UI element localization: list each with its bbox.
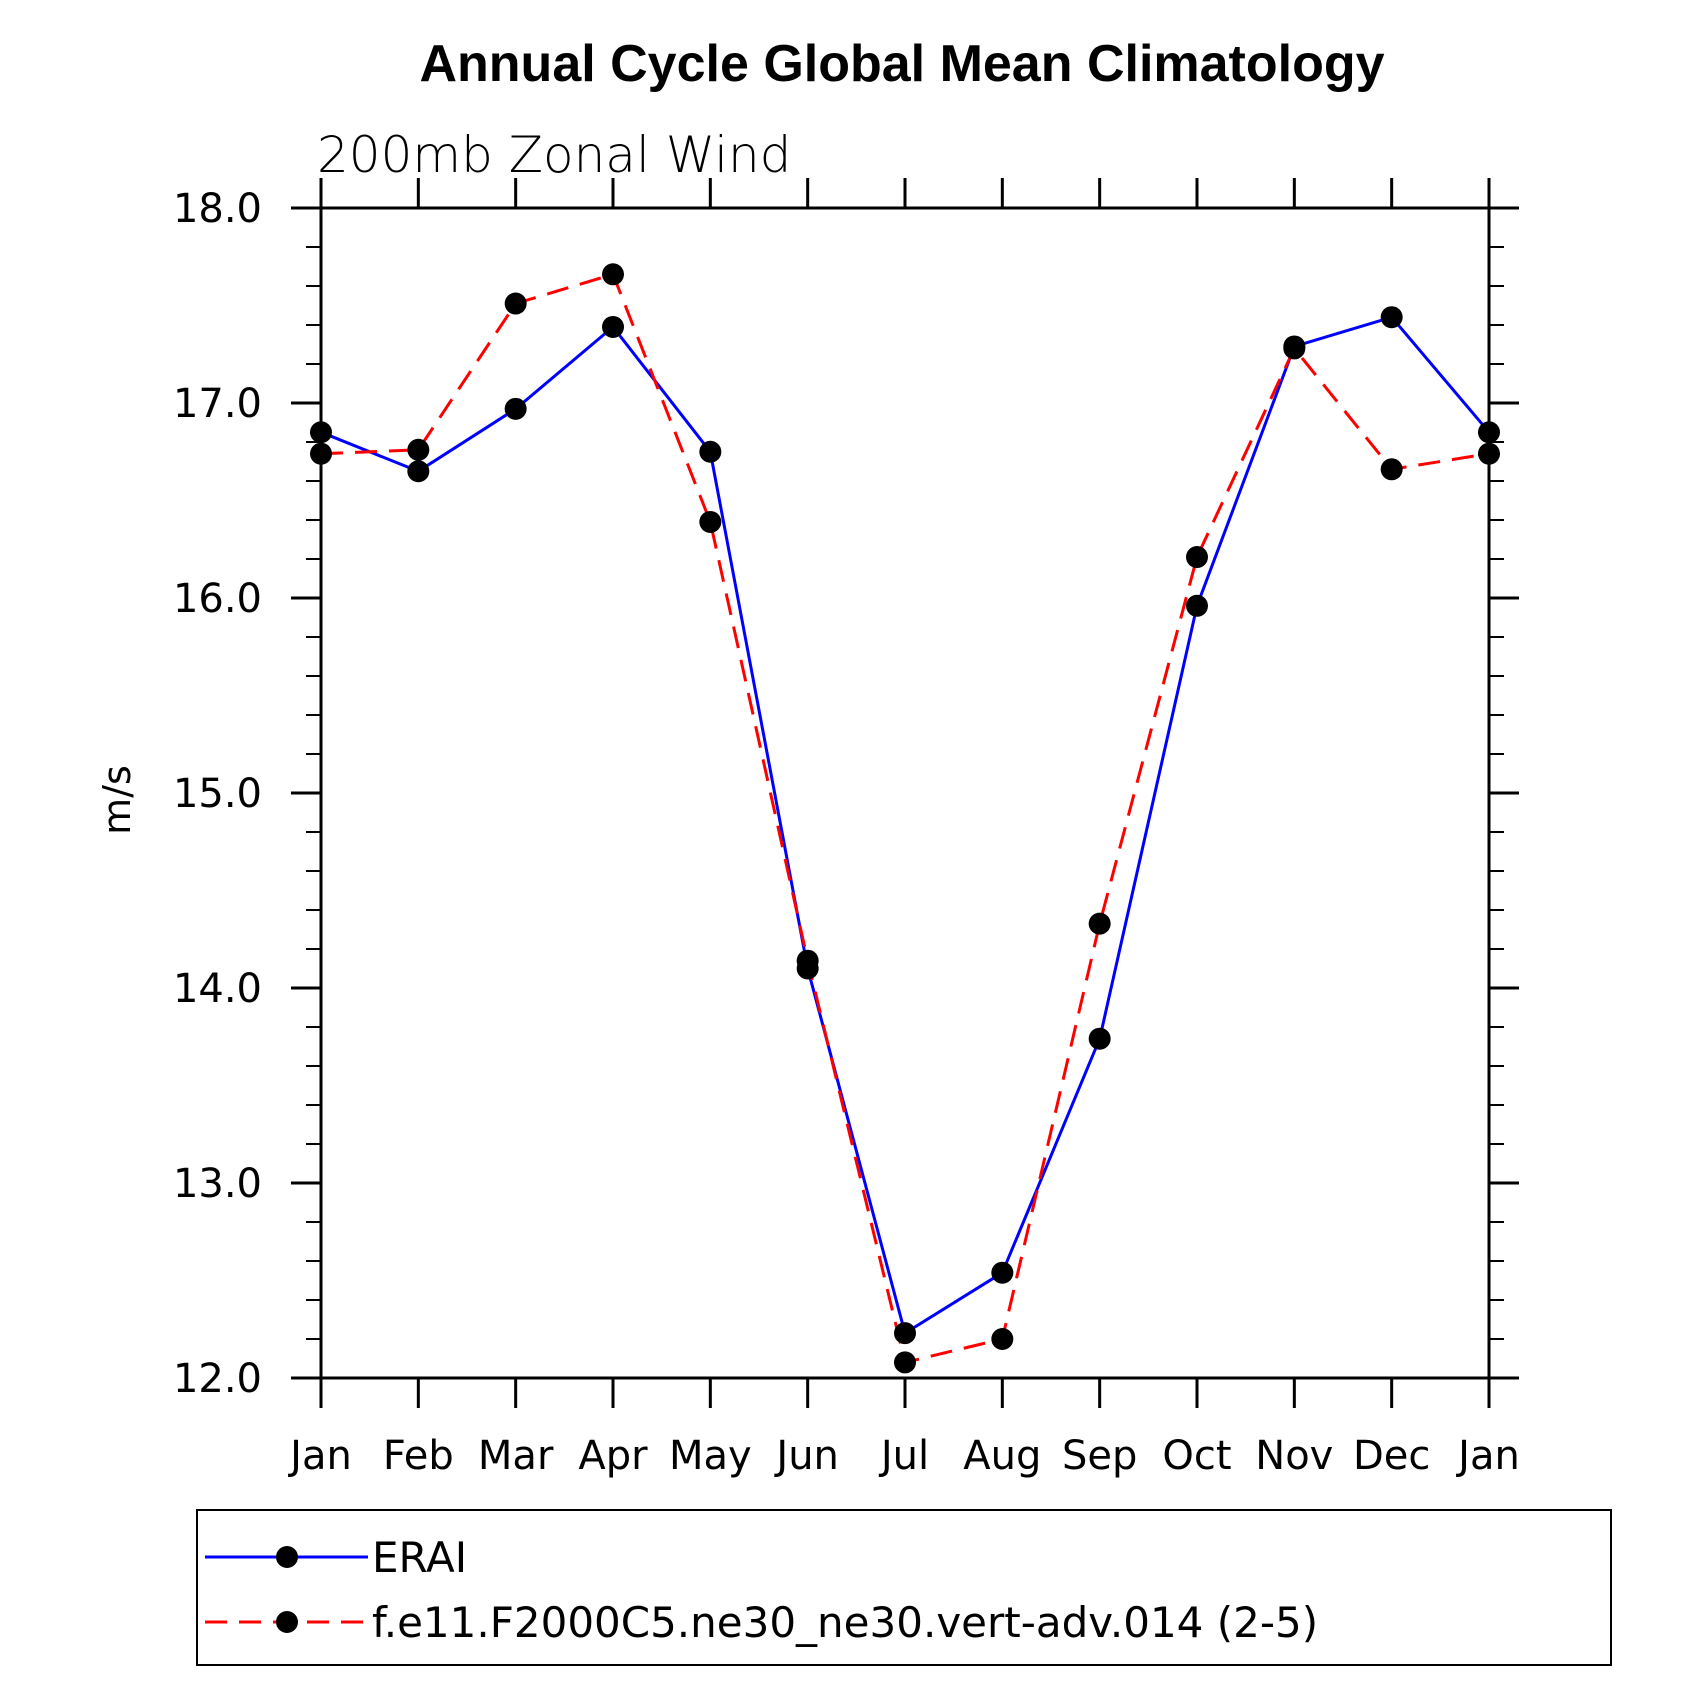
x-tick-label: Feb (383, 1433, 454, 1479)
series-1-point (1478, 442, 1500, 465)
x-tick-label: Dec (1353, 1433, 1430, 1479)
series-0-point (894, 1322, 916, 1345)
legend-entry-model: f.e11.F2000C5.ne30_ne30.vert-adv.014 (2-… (205, 1598, 1318, 1647)
x-tick-label: Jan (287, 1433, 352, 1479)
x-tick-label: Nov (1255, 1433, 1333, 1479)
legend-marker-model (276, 1611, 298, 1633)
x-tick-label: Sep (1062, 1433, 1137, 1479)
x-tick-label: Jan (1455, 1433, 1520, 1479)
series-1-point (991, 1328, 1014, 1350)
series-1-point (796, 949, 819, 972)
y-tick-label: 13.0 (173, 1161, 262, 1207)
series-line-1 (320, 272, 1490, 1365)
series-1-point (1088, 912, 1111, 935)
series-1-point (1186, 546, 1208, 569)
series-1-point (1283, 337, 1306, 360)
y-tick-label: 12.0 (173, 1356, 262, 1402)
legend-label-model: f.e11.F2000C5.ne30_ne30.vert-adv.014 (2-… (372, 1598, 1318, 1647)
series-0-point (310, 421, 332, 444)
series-0-point (991, 1261, 1014, 1284)
series-line-0 (320, 315, 1491, 1336)
chart-subtitle: 200mb Zonal Wind (317, 126, 791, 184)
series-1-point (699, 510, 722, 533)
series-0-point (699, 440, 722, 463)
legend-box (196, 1509, 1612, 1666)
series-0-point (1088, 1027, 1111, 1050)
y-tick-label: 16.0 (173, 576, 262, 622)
series-1-point (504, 292, 527, 315)
series-1-point (894, 1351, 916, 1374)
series-0-point (1186, 594, 1208, 617)
x-tick-label: Oct (1162, 1433, 1231, 1479)
x-tick-label: Aug (963, 1433, 1041, 1479)
x-tick-label: May (669, 1433, 752, 1479)
axes: 12.0 13.0 14.0 15.0 16.0 17.0 18.0 Jan Feb Mar Apr… (173, 178, 1520, 1479)
chart-title: Annual Cycle Global Mean Climatology (419, 35, 1384, 93)
plot-frame (319, 206, 1491, 1380)
series-0-point (504, 397, 527, 420)
y-tick-label: 15.0 (173, 771, 262, 817)
series-0-point (1380, 306, 1403, 329)
series-0-point (1478, 421, 1500, 444)
series-layer (310, 263, 1500, 1374)
series-0-point (602, 315, 624, 338)
y-tick-label: 18.0 (173, 186, 262, 232)
series-1-point (310, 442, 332, 465)
x-tick-label: Jun (773, 1433, 839, 1479)
series-0-point (407, 460, 430, 483)
x-tick-label: Mar (478, 1433, 554, 1479)
legend-marker-erai (276, 1546, 298, 1568)
series-1-point (1380, 458, 1403, 481)
x-tick-label: Apr (578, 1433, 648, 1479)
series-1-point (407, 438, 430, 461)
x-tick-label: Jul (878, 1433, 929, 1479)
y-tick-label: 17.0 (173, 381, 262, 427)
legend-label-erai: ERAI (372, 1533, 467, 1582)
y-tick-label: 14.0 (173, 966, 262, 1012)
series-1-point (602, 263, 624, 286)
y-axis-label: m/s (95, 765, 139, 835)
legend-entry-erai: ERAI (205, 1533, 467, 1582)
